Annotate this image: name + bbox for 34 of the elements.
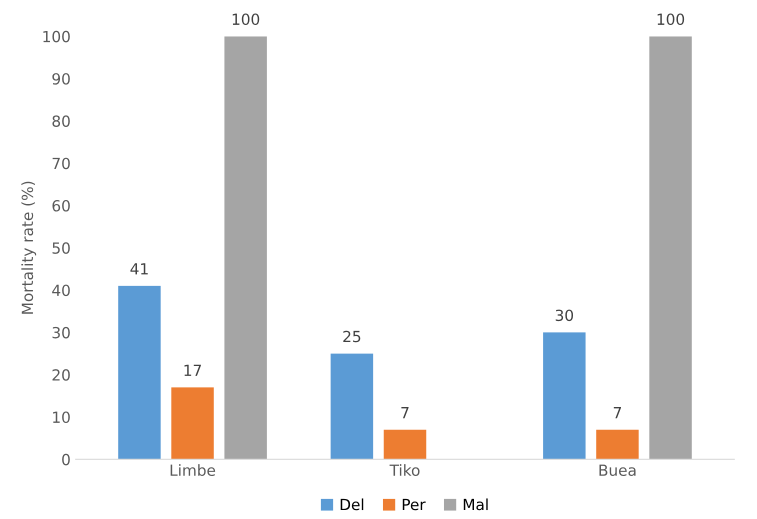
- bar: [596, 430, 639, 460]
- y-tick-label: 60: [52, 200, 70, 212]
- bar: [171, 387, 214, 460]
- legend-label: Del: [340, 498, 364, 510]
- data-label: 25: [343, 330, 360, 342]
- y-tick-label: 70: [52, 158, 70, 170]
- y-tick-label: 50: [52, 242, 70, 254]
- y-tick-label: 100: [43, 30, 70, 42]
- x-tick-label: Tiko: [390, 464, 420, 476]
- x-tick-label: Buea: [599, 464, 636, 476]
- data-label: 17: [184, 364, 201, 376]
- data-label: 7: [401, 407, 409, 418]
- data-label: 100: [232, 13, 260, 26]
- bar: [330, 354, 374, 460]
- y-tick-label: 20: [52, 369, 70, 381]
- y-tick-label: 10: [53, 411, 70, 424]
- bar: [384, 430, 426, 460]
- bar: [118, 286, 161, 460]
- y-axis-title: Mortality rate (%): [21, 182, 36, 314]
- data-label: 7: [614, 407, 621, 418]
- data-label: 30: [556, 310, 574, 322]
- y-tick-label: 0: [62, 454, 70, 466]
- legend-label: Per: [402, 498, 426, 510]
- y-tick-label: 40: [52, 284, 70, 296]
- y-tick-label: 90: [52, 73, 70, 85]
- data-label: 41: [130, 263, 148, 274]
- bar: [649, 36, 692, 460]
- bar: [543, 332, 586, 460]
- legend-label: Mal: [464, 498, 488, 510]
- data-label: 100: [658, 13, 684, 26]
- y-tick-label: 80: [52, 115, 70, 127]
- y-tick-label: 30: [52, 326, 70, 338]
- bar: [224, 36, 267, 460]
- x-tick-label: Limbe: [170, 464, 216, 476]
